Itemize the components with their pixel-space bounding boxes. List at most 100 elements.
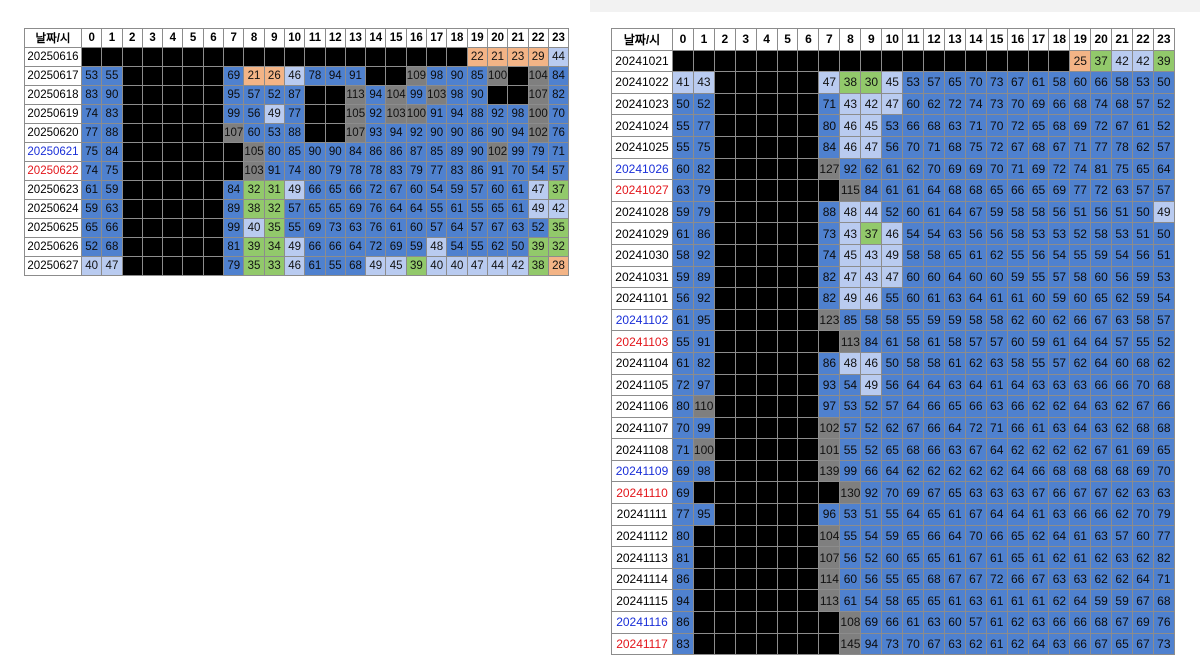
heat-cell: 53 xyxy=(839,395,862,418)
heat-cell: 62 xyxy=(1006,308,1029,332)
heat-cell: 57 xyxy=(426,218,448,238)
heat-cell: 37 xyxy=(547,180,570,200)
heat-cell xyxy=(486,85,509,105)
heat-cell: 77 xyxy=(283,104,306,124)
heat-cell: 57 xyxy=(881,395,904,418)
heat-cell: 103 xyxy=(385,104,407,124)
heat-cell xyxy=(755,200,778,224)
heat-cell: 35 xyxy=(547,218,570,238)
heat-cell: 63 xyxy=(964,589,987,613)
heat-cell: 61 xyxy=(944,351,966,375)
heat-cell: 67 xyxy=(964,438,987,461)
heat-cell: 49 xyxy=(283,237,306,257)
heat-cell xyxy=(776,503,799,526)
heat-cell: 52 xyxy=(860,546,883,569)
heat-cell: 65 xyxy=(923,503,945,526)
heat-cell: 69 xyxy=(223,66,245,86)
heat-cell: 55 xyxy=(466,237,488,257)
heat-cell: 93 xyxy=(818,373,841,397)
heat-cell: 80 xyxy=(818,114,841,137)
header-date-label: 날짜/시 xyxy=(611,28,673,51)
heat-cell: 59 xyxy=(672,265,694,289)
heat-cell: 62 xyxy=(923,459,945,483)
heat-cell: 61 xyxy=(985,546,1008,569)
heat-cell: 68 xyxy=(1090,611,1113,634)
heat-cell: 66 xyxy=(324,237,346,257)
heat-cell xyxy=(692,49,715,73)
heat-cell: 104 xyxy=(385,85,407,105)
heat-cell: 66 xyxy=(1006,395,1029,418)
heat-cell: 55 xyxy=(1027,351,1050,375)
heat-cell: 63 xyxy=(1069,373,1092,397)
heat-cell: 73 xyxy=(1152,632,1175,655)
heat-cell: 54 xyxy=(839,373,862,397)
heat-cell: 49 xyxy=(365,256,387,276)
heat-cell: 68 xyxy=(101,237,123,257)
heat-cell: 79 xyxy=(692,200,715,224)
heat-cell: 67 xyxy=(1111,611,1134,634)
heat-cell: 67 xyxy=(1006,71,1029,94)
heat-cell xyxy=(141,47,164,67)
heat-cell: 94 xyxy=(860,632,883,655)
heat-cell: 45 xyxy=(881,71,904,94)
heat-cell: 57 xyxy=(466,180,488,200)
header-hour-13: 13 xyxy=(344,28,367,48)
heat-cell: 50 xyxy=(507,237,529,257)
heat-cell xyxy=(776,459,799,483)
heat-cell: 66 xyxy=(860,459,883,483)
heat-cell: 67 xyxy=(1132,395,1154,418)
heat-cell: 65 xyxy=(80,218,103,238)
heat-cell xyxy=(755,287,778,310)
row-date: 20241022 xyxy=(611,71,673,94)
heat-cell: 51 xyxy=(1069,200,1092,224)
heat-cell: 67 xyxy=(964,546,987,569)
table-row: 20250618 83 90 95 57 52 87 113 94 104 99 103 98 90 107… xyxy=(24,85,570,105)
heat-cell: 53 xyxy=(263,123,285,143)
heat-cell: 70 xyxy=(547,104,570,124)
heat-cell xyxy=(182,66,204,86)
heat-cell xyxy=(734,157,757,181)
header-hour-19: 19 xyxy=(1069,28,1092,51)
heat-cell: 67 xyxy=(1090,481,1113,505)
heat-cell: 55 xyxy=(283,218,306,238)
heat-cell: 66 xyxy=(923,438,945,461)
heat-cell: 61 xyxy=(944,503,966,526)
heat-cell: 82 xyxy=(818,287,841,310)
header-hour-0: 0 xyxy=(672,28,694,51)
heat-cell: 91 xyxy=(426,104,448,124)
heat-cell xyxy=(755,611,778,634)
heat-cell: 49 xyxy=(527,199,549,219)
heat-cell xyxy=(734,92,757,116)
heat-cell: 64 xyxy=(964,373,987,397)
heat-cell xyxy=(797,373,820,397)
heat-cell: 26 xyxy=(263,66,285,86)
heat-cell: 62 xyxy=(1111,481,1134,505)
heat-cell xyxy=(818,179,841,202)
header-hour-17: 17 xyxy=(426,28,448,48)
header-hour-11: 11 xyxy=(304,28,326,48)
heat-cell: 56 xyxy=(881,373,904,397)
heat-cell: 43 xyxy=(839,222,862,245)
heat-cell: 64 xyxy=(1027,632,1050,655)
heat-cell xyxy=(839,49,862,73)
header-hour-4: 4 xyxy=(755,28,778,51)
heat-cell xyxy=(734,524,757,548)
header-hour-16: 16 xyxy=(405,28,428,48)
heat-cell: 21 xyxy=(486,47,509,67)
heat-cell: 29 xyxy=(527,47,549,67)
heat-cell: 88 xyxy=(101,123,123,143)
heat-cell: 59 xyxy=(1090,243,1113,267)
heat-cell: 72 xyxy=(1048,157,1071,181)
heat-cell: 52 xyxy=(1069,222,1092,245)
heat-cell xyxy=(263,47,285,67)
heat-cell xyxy=(797,416,820,440)
heat-cell xyxy=(797,222,820,245)
row-date: 20241102 xyxy=(611,308,673,332)
heat-cell xyxy=(202,218,225,238)
heat-cell xyxy=(304,123,326,143)
heat-cell: 23 xyxy=(507,47,529,67)
header-hour-15: 15 xyxy=(985,28,1008,51)
heat-cell: 42 xyxy=(507,256,529,276)
heat-cell: 63 xyxy=(944,632,966,655)
heat-cell xyxy=(734,71,757,94)
